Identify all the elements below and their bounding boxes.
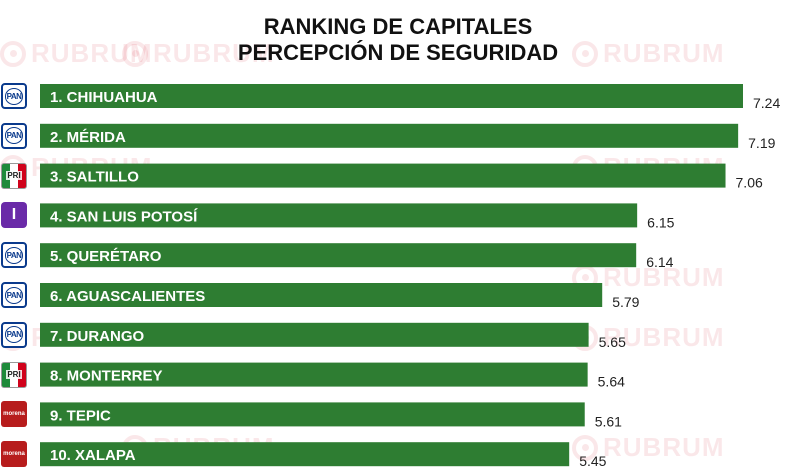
pan-logo-icon: PAN [1,83,27,109]
value-label: 7.19 [748,135,775,151]
pri-logo-text: PRI [6,370,22,380]
pan-logo-text: PAN [4,286,24,304]
bar [40,243,637,268]
pan-logo-icon: PAN [1,282,27,308]
independent-logo-icon: I [1,202,27,229]
category-label: 8. MONTERREY [50,368,163,385]
pan-logo-text: PAN [4,246,24,264]
category-label: 7. DURANGO [50,328,145,345]
pri-logo-icon: PRI [1,361,27,388]
bar [40,402,585,427]
pan-logo-text: PAN [4,87,24,105]
pri-logo-text: PRI [6,171,22,181]
pan-logo-icon: PAN [1,242,27,269]
chart-title: RANKING DE CAPITALES PERCEPCIÓN DE SEGUR… [0,14,796,66]
pan-logo-icon: PAN [1,122,27,149]
bar [40,123,739,148]
category-label: 2. MÉRIDA [50,129,126,146]
morena-logo-text: morena [3,411,25,418]
pan-logo-text: PAN [4,326,24,344]
chart-title-line1: RANKING DE CAPITALES [263,14,533,39]
category-label: 3. SALTILLO [50,169,139,186]
pan-logo-text: PAN [4,127,24,145]
value-label: 6.14 [646,254,673,270]
value-label: 5.79 [612,294,639,310]
bar [40,442,570,467]
category-label: 1. CHIHUAHUA [50,89,158,106]
category-label: 10. XALAPA [50,447,136,464]
category-label: 4. SAN LUIS POTOSÍ [50,208,198,225]
category-label: 6. AGUASCALIENTES [50,288,205,305]
value-label: 5.45 [579,453,606,469]
value-label: 7.24 [753,95,780,111]
morena-logo-icon: morena [1,401,27,428]
pan-logo-icon: PAN [1,321,27,348]
morena-logo-text: morena [3,451,25,458]
bar [40,283,603,307]
value-label: 5.61 [595,413,622,429]
bar [40,163,726,188]
category-label: 9. TEPIC [50,407,111,424]
pri-logo-icon: PRI [1,162,27,189]
bar [40,84,743,108]
chart-title-line2: PERCEPCIÓN DE SEGURIDAD [237,40,559,65]
value-label: 5.64 [598,374,625,390]
independent-logo-text: I [11,206,17,224]
value-label: 6.15 [647,214,674,230]
category-label: 5. QUERÉTARO [50,248,162,265]
value-label: 5.65 [599,334,626,350]
bar [40,362,588,387]
bar [40,322,589,347]
morena-logo-icon: morena [1,441,27,468]
bar [40,203,638,228]
value-label: 7.06 [736,175,763,191]
